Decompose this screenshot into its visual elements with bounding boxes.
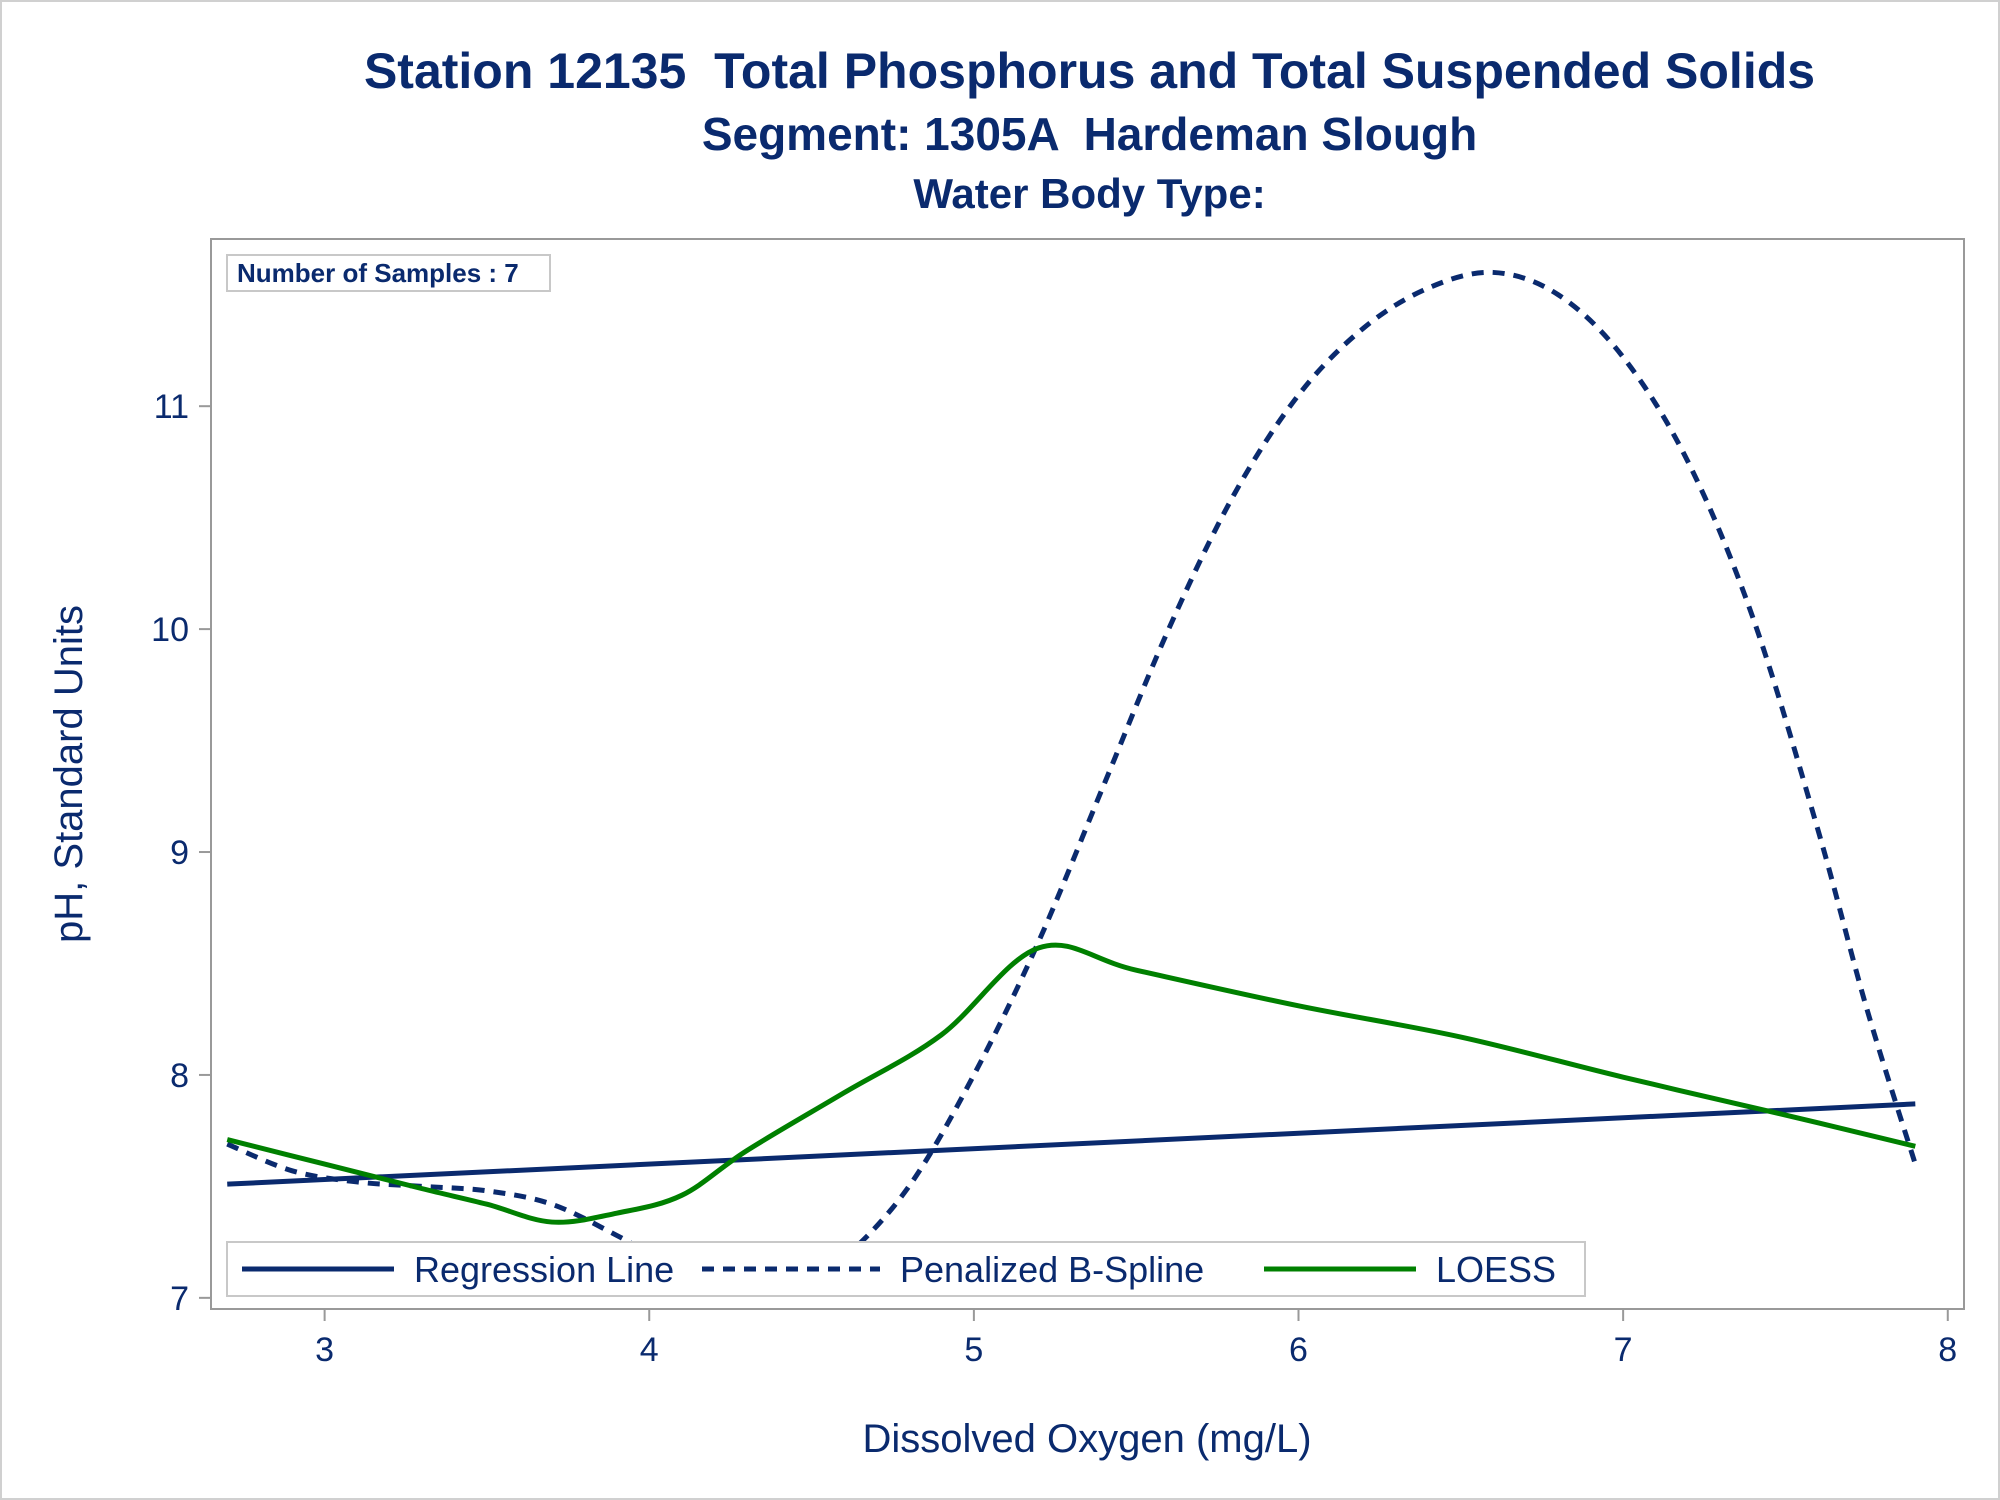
inset-box bbox=[226, 254, 551, 292]
chart-subtitle-water-body: Water Body Type: bbox=[913, 170, 1266, 217]
inset-label: Number of Samples : 7 bbox=[237, 258, 519, 288]
axes: 3 4 5 6 7 8 7 8 9 10 11 bbox=[151, 388, 1957, 1369]
y-tick-label: 10 bbox=[151, 611, 189, 649]
chart-title: Station 12135 Total Phosphorus and Total… bbox=[363, 43, 1816, 99]
legend: Regression Line Penalized B-Spline LOESS bbox=[226, 1241, 1586, 1297]
x-tick-label: 7 bbox=[1614, 1331, 1633, 1369]
loess-curve bbox=[226, 942, 1916, 1225]
y-tick-label: 7 bbox=[170, 1280, 189, 1318]
y-tick-label: 9 bbox=[170, 834, 189, 872]
series-layer bbox=[226, 269, 1918, 1292]
y-tick-label: 8 bbox=[170, 1057, 189, 1095]
legend-label-loess: LOESS bbox=[1436, 1249, 1556, 1290]
x-axis-title: Dissolved Oxygen (mg/L) bbox=[862, 1417, 1311, 1461]
penalized-bspline-curve bbox=[226, 269, 1918, 1292]
x-tick-label: 5 bbox=[964, 1331, 983, 1369]
y-axis-title: pH, Standard Units bbox=[47, 605, 91, 943]
y-tick-label: 11 bbox=[154, 388, 189, 426]
x-tick-label: 4 bbox=[640, 1331, 659, 1369]
x-tick-label: 3 bbox=[315, 1331, 334, 1369]
x-tick-label: 8 bbox=[1938, 1331, 1957, 1369]
chart-subtitle: Segment: 1305A Hardeman Slough bbox=[701, 108, 1478, 160]
legend-label-bspline: Penalized B-Spline bbox=[900, 1249, 1204, 1290]
legend-label-regression: Regression Line bbox=[414, 1249, 674, 1290]
sample-count-inset: Number of Samples : 7 bbox=[226, 254, 551, 292]
plot-area bbox=[210, 238, 1965, 1310]
x-tick-label: 6 bbox=[1289, 1331, 1308, 1369]
regression-line bbox=[227, 1101, 1916, 1187]
